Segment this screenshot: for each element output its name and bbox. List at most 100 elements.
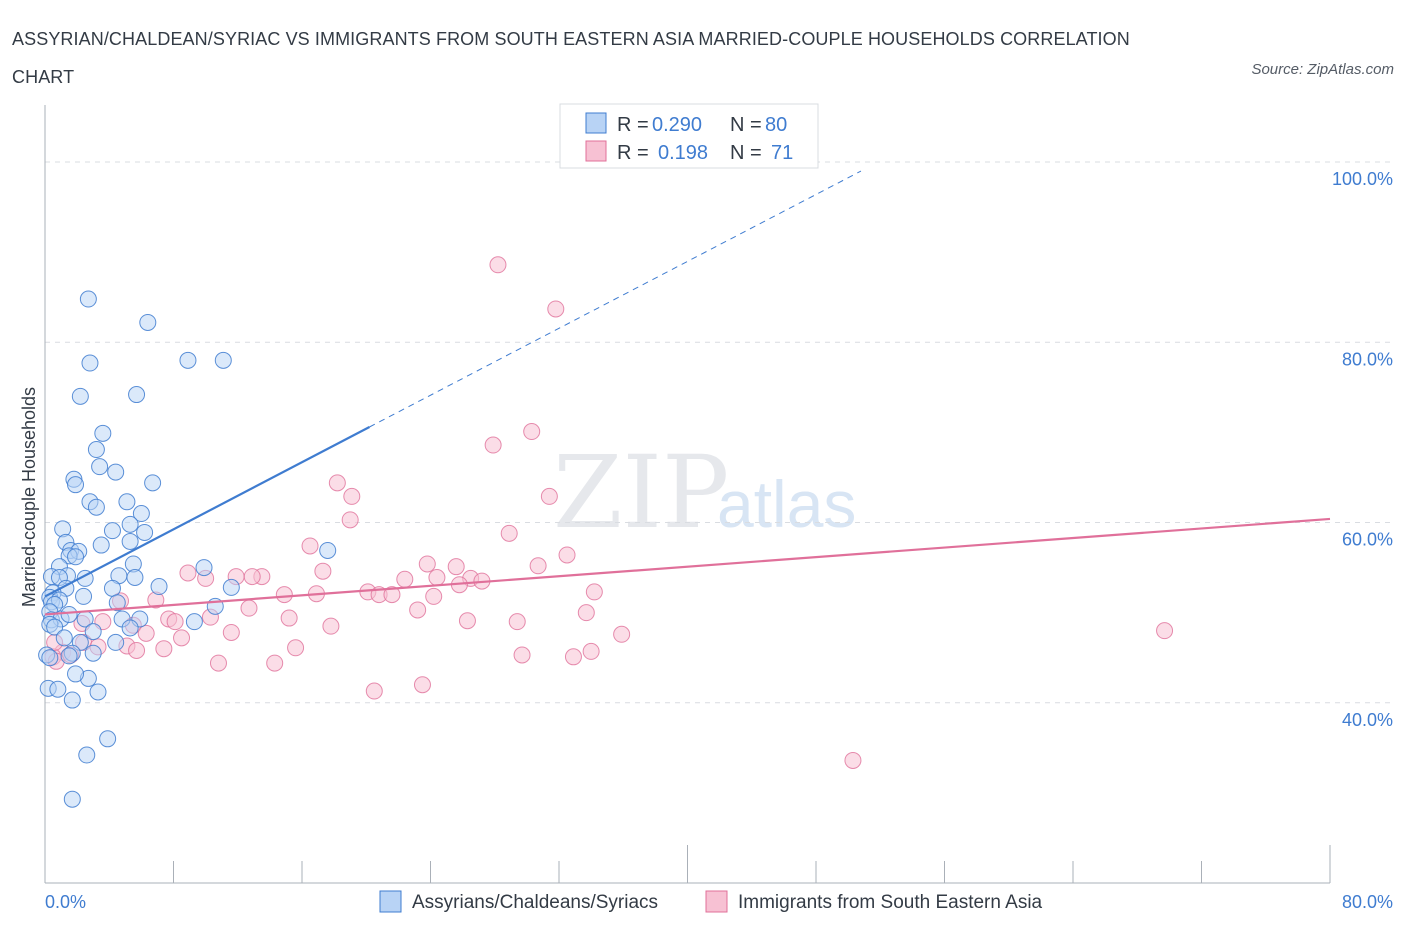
legend-r-value-blue: 0.290	[652, 114, 702, 136]
scatter-point-immigrants	[500, 524, 518, 542]
scatter-point-immigrants	[1156, 622, 1174, 640]
legend-swatch-blue	[585, 112, 607, 134]
scatter-point-assyrians	[195, 559, 213, 577]
scatter-point-assyrians	[94, 424, 112, 442]
scatter-point-immigrants	[425, 587, 443, 605]
legend-r-value-pink: 0.198	[658, 142, 708, 164]
scatter-point-immigrants	[523, 423, 541, 441]
scatter-point-assyrians	[60, 647, 78, 665]
scatter-point-assyrians	[46, 618, 64, 636]
watermark-atlas: atlas	[717, 467, 856, 541]
watermark-zip: ZIP	[553, 434, 729, 551]
legend-swatch-pink	[585, 140, 607, 162]
scatter-point-immigrants	[508, 613, 526, 631]
legend-n-label-pink: N =	[730, 142, 762, 164]
bottom-legend-swatch-pink	[705, 890, 728, 913]
scatter-point-immigrants	[558, 546, 576, 564]
scatter-point-assyrians	[87, 498, 105, 516]
scatter-point-immigrants	[529, 557, 547, 575]
legend-r-label-blue: R =	[617, 114, 649, 136]
scatter-point-immigrants	[396, 570, 414, 588]
scatter-point-assyrians	[132, 505, 150, 523]
scatter-point-assyrians	[60, 605, 78, 623]
scatter-point-immigrants	[458, 612, 476, 630]
scatter-point-immigrants	[409, 601, 427, 619]
scatter-point-assyrians	[67, 548, 85, 566]
scatter-point-assyrians	[92, 536, 110, 554]
trend-line-assyrians-extension	[369, 170, 862, 428]
scatter-point-immigrants	[585, 583, 603, 601]
scatter-point-assyrians	[144, 474, 162, 492]
scatter-point-immigrants	[613, 625, 631, 643]
scatter-point-immigrants	[314, 562, 332, 580]
scatter-point-assyrians	[41, 649, 59, 667]
scatter-point-assyrians	[185, 613, 203, 631]
x-tick-label-start: 0.0%	[45, 892, 86, 912]
scatter-point-assyrians	[126, 569, 144, 587]
scatter-point-assyrians	[78, 746, 96, 764]
y-tick-label: 100.0%	[1332, 169, 1393, 189]
y-tick-label: 80.0%	[1342, 349, 1393, 369]
scatter-point-assyrians	[87, 441, 105, 459]
bottom-legend-label-pink: Immigrants from South Eastern Asia	[738, 892, 1043, 913]
scatter-point-assyrians	[84, 644, 102, 662]
scatter-point-assyrians	[107, 633, 125, 651]
scatter-point-immigrants	[413, 676, 431, 694]
x-tick-label-end: 80.0%	[1342, 892, 1393, 912]
scatter-point-assyrians	[79, 290, 97, 308]
scatter-point-immigrants	[365, 682, 383, 700]
scatter-point-immigrants	[484, 436, 502, 454]
gridlines	[45, 161, 1392, 704]
scatter-point-assyrians	[121, 619, 139, 637]
scatter-point-immigrants	[209, 654, 227, 672]
scatter-point-assyrians	[118, 493, 136, 511]
scatter-point-immigrants	[513, 646, 531, 664]
scatter-point-immigrants	[564, 648, 582, 666]
legend-n-value-blue: 80	[765, 114, 787, 136]
scatter-point-assyrians	[121, 532, 139, 550]
axes	[44, 105, 1331, 884]
scatter-point-immigrants	[547, 300, 565, 318]
scatter-point-immigrants	[322, 617, 340, 635]
scatter-point-assyrians	[179, 351, 197, 369]
scatter-point-immigrants	[155, 640, 173, 658]
trend-lines	[44, 170, 1331, 616]
scatter-point-immigrants	[287, 639, 305, 657]
scatter-point-assyrians	[89, 683, 107, 701]
scatter-point-immigrants	[540, 487, 558, 505]
scatter-point-immigrants	[383, 586, 401, 604]
bottom-legend-label-blue: Assyrians/Chaldeans/Syriacs	[412, 892, 658, 913]
scatter-point-assyrians	[107, 463, 125, 481]
scatter-point-immigrants	[489, 256, 507, 274]
scatter-point-immigrants	[582, 642, 600, 660]
scatter-point-assyrians	[99, 730, 117, 748]
scatter-point-assyrians	[67, 665, 85, 683]
scatter-point-assyrians	[139, 313, 157, 331]
scatter-point-assyrians	[84, 623, 102, 641]
scatter-point-immigrants	[447, 558, 465, 576]
scatter-point-assyrians	[91, 458, 109, 476]
scatter-point-immigrants	[128, 641, 146, 659]
scatter-point-assyrians	[150, 578, 168, 596]
scatter-point-immigrants	[275, 586, 293, 604]
scatter-point-immigrants	[173, 629, 191, 647]
scatter-point-immigrants	[343, 487, 361, 505]
bottom-legend: Assyrians/Chaldeans/Syriacs Immigrants f…	[379, 890, 1043, 913]
scatter-point-immigrants	[418, 555, 436, 573]
scatter-point-immigrants	[240, 599, 258, 617]
scatter-point-immigrants	[243, 568, 261, 586]
scatter-point-immigrants	[166, 613, 184, 631]
scatter-point-assyrians	[63, 790, 81, 808]
scatter-point-immigrants	[844, 751, 862, 769]
scatter-point-assyrians	[103, 579, 121, 597]
scatter-point-assyrians	[108, 594, 126, 612]
watermark: ZIP atlas	[553, 434, 856, 551]
chart-title: ASSYRIAN/CHALDEAN/SYRIAC VS IMMIGRANTS F…	[12, 29, 1130, 87]
scatter-point-assyrians	[121, 515, 139, 533]
legend-n-value-pink: 71	[771, 142, 793, 164]
y-tick-label: 60.0%	[1342, 530, 1393, 550]
scatter-point-immigrants	[341, 511, 359, 529]
scatter-point-assyrians	[128, 386, 146, 404]
scatter-point-immigrants	[266, 654, 284, 672]
